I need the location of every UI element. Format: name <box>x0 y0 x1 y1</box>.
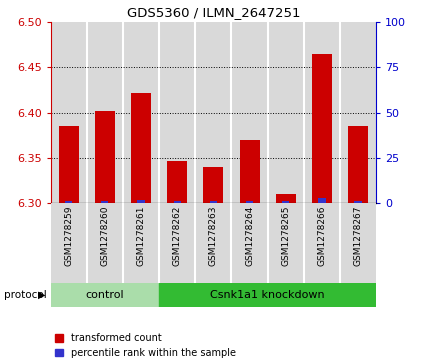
Bar <box>87 203 123 283</box>
Text: GSM1278260: GSM1278260 <box>100 206 110 266</box>
Text: protocol: protocol <box>4 290 47 300</box>
Text: GSM1278264: GSM1278264 <box>245 206 254 266</box>
Bar <box>355 201 362 203</box>
Bar <box>312 53 332 203</box>
Bar <box>167 160 187 203</box>
Bar <box>304 22 340 203</box>
Bar <box>137 200 145 203</box>
Text: GSM1278259: GSM1278259 <box>64 206 73 266</box>
Bar <box>159 22 195 203</box>
Text: GSM1278266: GSM1278266 <box>317 206 326 266</box>
Text: GSM1278261: GSM1278261 <box>136 206 146 266</box>
Legend: transformed count, percentile rank within the sample: transformed count, percentile rank withi… <box>55 333 236 358</box>
Bar <box>59 126 79 203</box>
Bar <box>348 126 368 203</box>
Bar <box>231 203 268 283</box>
Text: GSM1278263: GSM1278263 <box>209 206 218 266</box>
Bar <box>340 22 376 203</box>
Bar <box>210 201 217 203</box>
Bar <box>318 198 326 203</box>
Bar <box>268 203 304 283</box>
Text: GSM1278265: GSM1278265 <box>281 206 290 266</box>
Bar <box>195 22 231 203</box>
Bar <box>159 283 376 307</box>
Bar <box>203 167 224 203</box>
Bar <box>174 201 181 203</box>
Bar <box>304 203 340 283</box>
Bar <box>282 201 290 203</box>
Bar <box>240 140 260 203</box>
Text: GSM1278267: GSM1278267 <box>354 206 363 266</box>
Bar <box>276 194 296 203</box>
Bar <box>51 283 159 307</box>
Title: GDS5360 / ILMN_2647251: GDS5360 / ILMN_2647251 <box>127 6 300 19</box>
Bar <box>123 22 159 203</box>
Bar <box>231 22 268 203</box>
Bar <box>95 111 115 203</box>
Bar <box>87 22 123 203</box>
Bar <box>51 22 87 203</box>
Text: control: control <box>85 290 124 300</box>
Bar <box>65 201 72 203</box>
Text: Csnk1a1 knockdown: Csnk1a1 knockdown <box>210 290 325 300</box>
Bar <box>268 22 304 203</box>
Bar <box>340 203 376 283</box>
Bar <box>246 201 253 203</box>
Bar <box>123 203 159 283</box>
Bar <box>131 93 151 203</box>
Text: ▶: ▶ <box>38 290 46 300</box>
Bar <box>101 201 109 203</box>
Bar <box>195 203 231 283</box>
Bar <box>51 203 87 283</box>
Bar <box>159 203 195 283</box>
Text: GSM1278262: GSM1278262 <box>173 206 182 266</box>
